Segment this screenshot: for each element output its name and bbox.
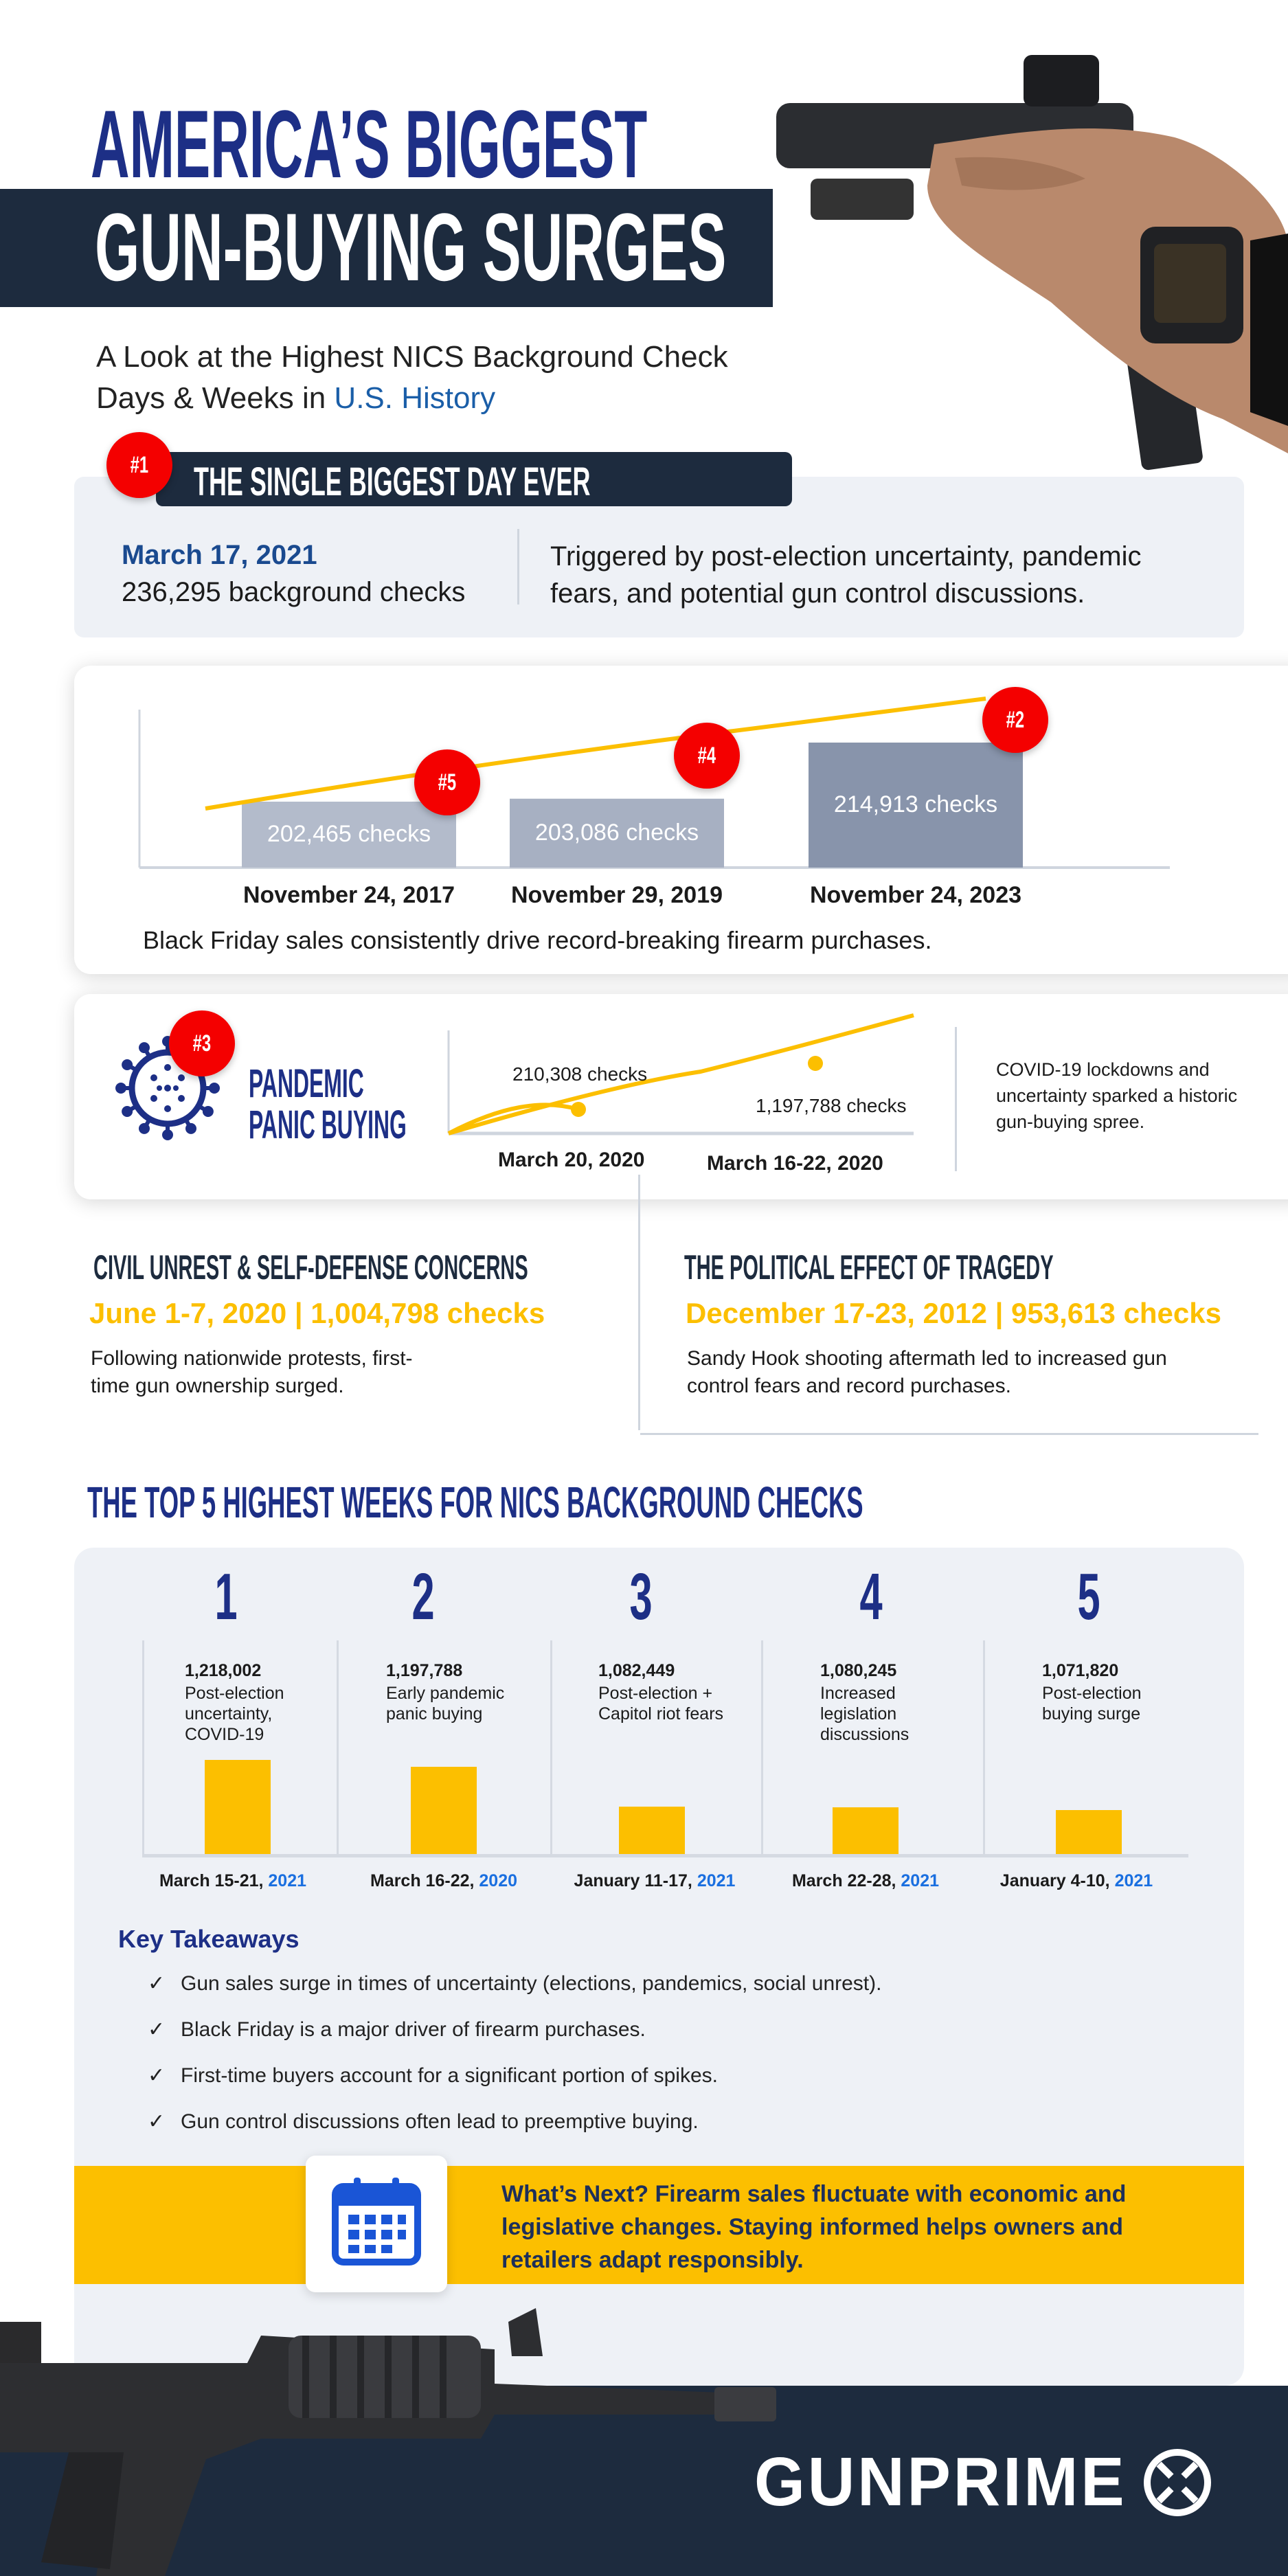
whats-next-banner [74,2166,1244,2284]
check-icon: ✓ [148,1972,166,1995]
pandemic-title: PANDEMIC PANIC BUYING [249,1061,407,1147]
subtitle-line-2: Days & Weeks in [96,381,335,415]
week-date: March 15-21, 2021 [159,1871,307,1890]
data-point-1 [571,1102,586,1117]
point2-date: March 16-22, 2020 [707,1152,883,1175]
bar-2 [510,798,724,868]
biggest-day-description: Triggered by post-election uncertainty, … [550,541,1142,609]
bar-1 [242,802,456,868]
takeaway-item: ✓ First-time buyers account for a signifi… [148,2064,718,2087]
point1-date: March 20, 2020 [498,1149,645,1171]
takeaway-item: ✓ Gun control discussions often lead to p… [148,2110,699,2133]
week-description: Post-election buying surge [1042,1684,1142,1724]
week-date: March 22-28, 2021 [791,1871,940,1890]
bar-date-label: November 24, 2017 [242,882,455,908]
tragedy-heading: THE POLITICAL EFFECT OF TRAGEDY [684,1248,1054,1287]
week-description: Post-election + Capitol riot fears [598,1684,724,1724]
column-divider [142,1640,144,1854]
week-description: Increased legislation discussions [820,1684,909,1744]
calendar-icon-tile [306,2156,447,2292]
subtitle-line-1: A Look at the Highest NICS Background Ch… [96,340,728,374]
column-divider [337,1640,339,1854]
week-value: 1,082,449 [598,1661,675,1680]
point2-label: 1,197,788 checks [756,1095,907,1116]
calendar-icon [332,2178,421,2266]
check-icon: ✓ [148,2064,166,2087]
rifle-photo [0,2308,776,2576]
week-bar [205,1760,271,1854]
pandemic-card [74,994,1288,1199]
bar-3 [809,743,1023,868]
title-line-1: AMERICA’S BIGGEST [91,90,648,198]
week-description: Early pandemic panic buying [386,1684,505,1724]
week-rank: 4 [859,1560,883,1634]
top5-heading: THE TOP 5 HIGHEST WEEKS FOR NICS BACKGRO… [87,1478,863,1527]
handgun-photo [728,0,1288,481]
column-divider [761,1640,763,1854]
data-point-2 [808,1056,823,1071]
bar-value-label: 214,913 checks [833,791,998,817]
biggest-day-heading-bar [156,452,792,506]
week-rank: 5 [1077,1560,1100,1634]
brand-logo: GUNPRIME [754,2443,1215,2522]
tragedy-stat: December 17-23, 2012 | 953,613 checks [686,1297,1221,1329]
divider [638,1175,640,1430]
subtitle-highlight: U.S. History [334,381,496,415]
column-divider [983,1640,985,1854]
check-icon: ✓ [148,2018,166,2041]
biggest-day-heading: THE SINGLE BIGGEST DAY EVER [194,460,591,504]
week-bar [619,1806,685,1854]
civil-unrest-heading: CIVIL UNREST & SELF-DEFENSE CONCERNS [93,1248,528,1287]
week-value: 1,071,820 [1042,1661,1119,1680]
week-description: Post-election uncertainty, COVID-19 [185,1684,284,1744]
takeaway-item: ✓ Gun sales surge in times of uncertainty… [148,1972,882,1995]
point1-label: 210,308 checks [512,1063,648,1085]
week-rank: 3 [629,1560,653,1634]
week-date: January 11-17, 2021 [574,1871,736,1890]
week-bar [1056,1810,1122,1854]
bar-value-label: 203,086 checks [534,819,699,846]
bar-value-label: 202,465 checks [267,821,431,847]
week-bar [833,1807,899,1854]
title-line-2: GUN-BUYING SURGES [95,193,727,301]
week-value: 1,080,245 [820,1661,897,1680]
biggest-day-date: March 17, 2021 [122,540,317,570]
crosshair-icon [1143,2448,1211,2516]
subtitle: A Look at the Highest NICS Background Ch… [96,337,728,419]
rank-badge-4: #4 [674,723,740,789]
black-friday-chart [138,697,1170,869]
divider [640,1433,1258,1435]
bar-date-label: November 24, 2023 [809,882,1022,908]
rank-badge-2: #2 [982,687,1048,753]
chart-baseline [142,1854,1188,1857]
week-rank: 1 [214,1560,238,1634]
bar-date-label: November 29, 2019 [510,882,723,908]
civil-unrest-stat: June 1-7, 2020 | 1,004,798 checks [89,1297,545,1329]
title-band [0,189,773,307]
week-bar [411,1767,477,1854]
pandemic-chart [447,1013,914,1136]
trend-line [447,1013,914,1136]
black-friday-caption: Black Friday sales consistently drive re… [143,926,932,954]
takeaways-heading: Key Takeaways [118,1925,300,1953]
column-divider [550,1640,552,1854]
civil-unrest-description: Following nationwide protests, first-tim… [91,1347,413,1397]
week-value: 1,197,788 [386,1661,463,1680]
check-icon: ✓ [148,2110,166,2133]
biggest-day-checks: 236,295 background checks [122,577,466,607]
divider [955,1027,957,1171]
divider [517,529,519,605]
week-value: 1,218,002 [185,1661,262,1680]
week-date: January 4-10, 2021 [999,1871,1153,1890]
week-rank: 2 [411,1560,435,1634]
week-date: March 16-22, 2020 [370,1871,518,1890]
takeaway-item: ✓ Black Friday is a major driver of firea… [148,2018,646,2041]
whats-next-text: What’s Next? Firearm sales fluctuate wit… [501,2181,1127,2273]
rank-badge-3: #3 [169,1010,235,1076]
tragedy-description: Sandy Hook shooting aftermath led to inc… [687,1347,1167,1397]
pandemic-description: COVID-19 lockdowns and uncertainty sparke… [996,1059,1238,1132]
rank-badge-5: #5 [414,749,480,815]
rank-badge-1: #1 [106,432,172,498]
